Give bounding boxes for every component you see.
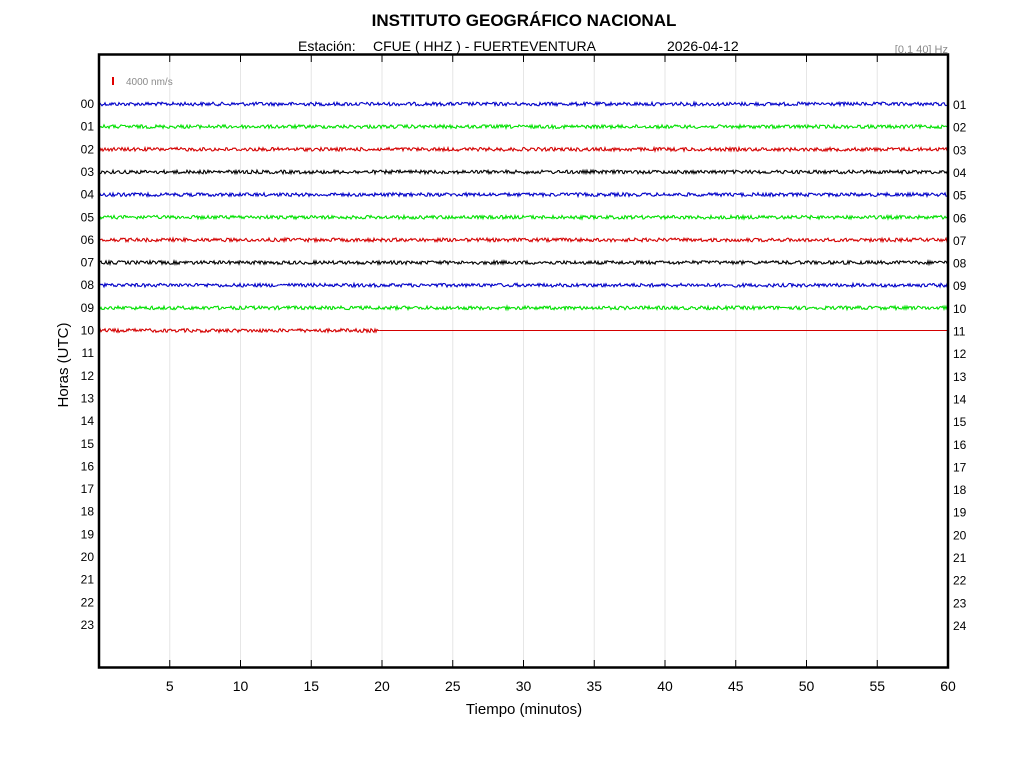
hour-label-right: 16 xyxy=(953,438,967,452)
seismic-trace xyxy=(98,168,949,176)
seismic-trace xyxy=(98,191,949,199)
hour-label-right: 09 xyxy=(953,279,967,293)
hour-label-left: 05 xyxy=(81,210,95,224)
x-tick-label: 10 xyxy=(233,678,249,694)
hour-label-left: 16 xyxy=(81,459,95,473)
hour-label-right: 19 xyxy=(953,506,967,520)
hour-label-left: 01 xyxy=(81,120,95,134)
station-name: CFUE ( HHZ ) - FUERTEVENTURA xyxy=(373,38,597,54)
hour-label-left: 13 xyxy=(81,391,95,405)
hour-label-left: 11 xyxy=(82,346,95,360)
hour-label-left: 21 xyxy=(81,573,95,587)
hour-label-right: 10 xyxy=(953,302,967,316)
x-tick-label: 30 xyxy=(516,678,532,694)
hour-label-left: 03 xyxy=(81,165,95,179)
hour-label-right: 11 xyxy=(953,325,966,339)
seismic-trace xyxy=(98,304,949,312)
x-tick-label: 45 xyxy=(728,678,744,694)
hour-label-left: 17 xyxy=(81,482,95,496)
x-tick-label: 20 xyxy=(374,678,390,694)
hour-label-right: 06 xyxy=(953,211,967,225)
x-tick-label: 15 xyxy=(303,678,319,694)
hour-label-right: 15 xyxy=(953,415,967,429)
hour-label-right: 03 xyxy=(953,143,967,157)
hour-label-right: 12 xyxy=(953,347,967,361)
hour-label-left: 08 xyxy=(81,278,95,292)
hour-label-right: 04 xyxy=(953,166,967,180)
hour-label-right: 02 xyxy=(953,121,967,135)
x-grid xyxy=(169,55,878,667)
hour-label-right: 21 xyxy=(953,551,967,565)
chart-title: INSTITUTO GEOGRÁFICO NACIONAL xyxy=(372,11,677,30)
seismic-trace xyxy=(98,213,949,221)
hour-label-left: 19 xyxy=(81,527,95,541)
hour-label-left: 10 xyxy=(81,324,95,338)
hour-label-right: 01 xyxy=(953,98,967,112)
hour-label-right: 22 xyxy=(953,574,967,588)
x-tick-label: 60 xyxy=(940,678,956,694)
x-tick-label: 35 xyxy=(586,678,602,694)
hour-label-left: 14 xyxy=(81,414,95,428)
hour-label-left: 20 xyxy=(81,550,95,564)
seismic-trace xyxy=(98,145,949,154)
seismic-trace xyxy=(98,281,949,289)
date-label: 2026-04-12 xyxy=(667,38,739,54)
x-axis-title: Tiempo (minutos) xyxy=(466,701,582,718)
hour-label-right: 07 xyxy=(953,234,967,248)
x-tick-label: 50 xyxy=(799,678,815,694)
y-axis-title: Horas (UTC) xyxy=(55,322,72,407)
hour-label-left: 06 xyxy=(81,233,95,247)
hour-label-right: 23 xyxy=(953,596,967,610)
seismic-trace xyxy=(98,258,949,267)
hour-label-right: 18 xyxy=(953,483,967,497)
hour-label-left: 00 xyxy=(81,97,95,111)
hour-label-right: 05 xyxy=(953,189,967,203)
hour-label-left: 22 xyxy=(81,595,95,609)
right-hour-labels: 01 02 03 04 05 06 07 08 09 10 11 12 13 14 15 16 17 18 19 20… xyxy=(953,98,967,633)
hour-label-left: 07 xyxy=(81,256,95,270)
x-tick-label: 55 xyxy=(869,678,885,694)
station-prefix: Estación: xyxy=(298,38,356,54)
scale-label: 4000 nm/s xyxy=(126,77,173,88)
hour-label-right: 20 xyxy=(953,528,967,542)
hour-label-left: 18 xyxy=(81,505,95,519)
hour-label-right: 08 xyxy=(953,257,967,271)
hour-label-left: 23 xyxy=(81,618,95,632)
hour-label-right: 17 xyxy=(953,460,967,474)
x-tick-label: 5 xyxy=(166,678,174,694)
hour-label-right: 14 xyxy=(953,392,967,406)
seismic-trace xyxy=(98,123,949,131)
hour-label-right: 24 xyxy=(953,619,967,633)
left-hour-labels: 00 01 02 03 04 05 06 07 08 09 10 11 12 13 14 15 16 17 18 19… xyxy=(81,97,95,632)
hour-label-left: 02 xyxy=(81,142,95,156)
seismic-trace xyxy=(98,327,379,334)
seismic-traces xyxy=(98,100,949,334)
seismic-trace xyxy=(98,236,949,244)
hour-label-right: 13 xyxy=(953,370,967,384)
hour-label-left: 09 xyxy=(81,301,95,315)
hour-label-left: 15 xyxy=(81,437,95,451)
x-tick-label: 25 xyxy=(445,678,461,694)
scale-bar-icon xyxy=(112,77,114,85)
hour-label-left: 12 xyxy=(81,369,95,383)
hour-label-left: 04 xyxy=(81,188,95,202)
seismic-trace xyxy=(98,100,949,108)
plot-frame xyxy=(97,53,950,669)
x-tick-label: 40 xyxy=(657,678,673,694)
filter-band-label: [0.1 40] Hz xyxy=(895,44,948,56)
x-axis-ticks: 5 10 15 20 25 30 35 40 45 50 55 60 xyxy=(166,55,956,694)
